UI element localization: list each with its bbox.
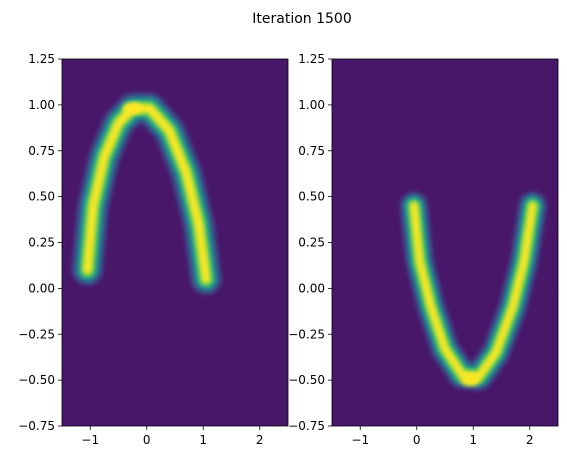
x-tick-label: 1 [469,433,477,447]
y-tick-label: −0.50 [18,373,55,387]
x-tick-label: 1 [199,433,207,447]
x-tick-label: −1 [81,433,99,447]
y-tick-label: 0.75 [298,144,325,158]
y-tick-label: 0.50 [28,190,55,204]
x-tick-label: 2 [526,433,534,447]
y-tick-label: −0.75 [288,419,325,433]
x-tick-label: 0 [413,433,421,447]
y-tick-label: 0.50 [298,190,325,204]
x-tick-label: 0 [143,433,151,447]
left-contour-plot: −1 0 1 2 −0.75 −0.50 −0.25 0.00 0.25 0.50 0.75 1.00… [18,52,289,447]
y-tick-label: −0.75 [18,419,55,433]
y-tick-label: 1.00 [298,98,325,112]
y-tick-label: 0.25 [298,236,325,250]
y-tick-label: 1.25 [28,52,55,66]
x-tick-label: −1 [351,433,369,447]
density-peak [122,102,143,115]
y-tick-label: −0.50 [288,373,325,387]
y-tick-label: 0.25 [28,236,55,250]
y-tick-label: 1.00 [28,98,55,112]
y-tick-label: −0.25 [18,327,55,341]
y-tick-label: −0.25 [288,327,325,341]
y-tick-label: 0.00 [28,281,55,295]
figure-suptitle: Iteration 1500 [252,11,351,27]
density-peak [460,374,481,387]
x-tick-label: 2 [256,433,264,447]
y-tick-label: 1.25 [298,52,325,66]
right-contour-plot: −1 0 1 2 −0.75 −0.50 −0.25 0.00 0.25 0.50 0.75 1.00… [288,52,559,447]
y-tick-label: 0.75 [28,144,55,158]
y-tick-label: 0.00 [298,281,325,295]
